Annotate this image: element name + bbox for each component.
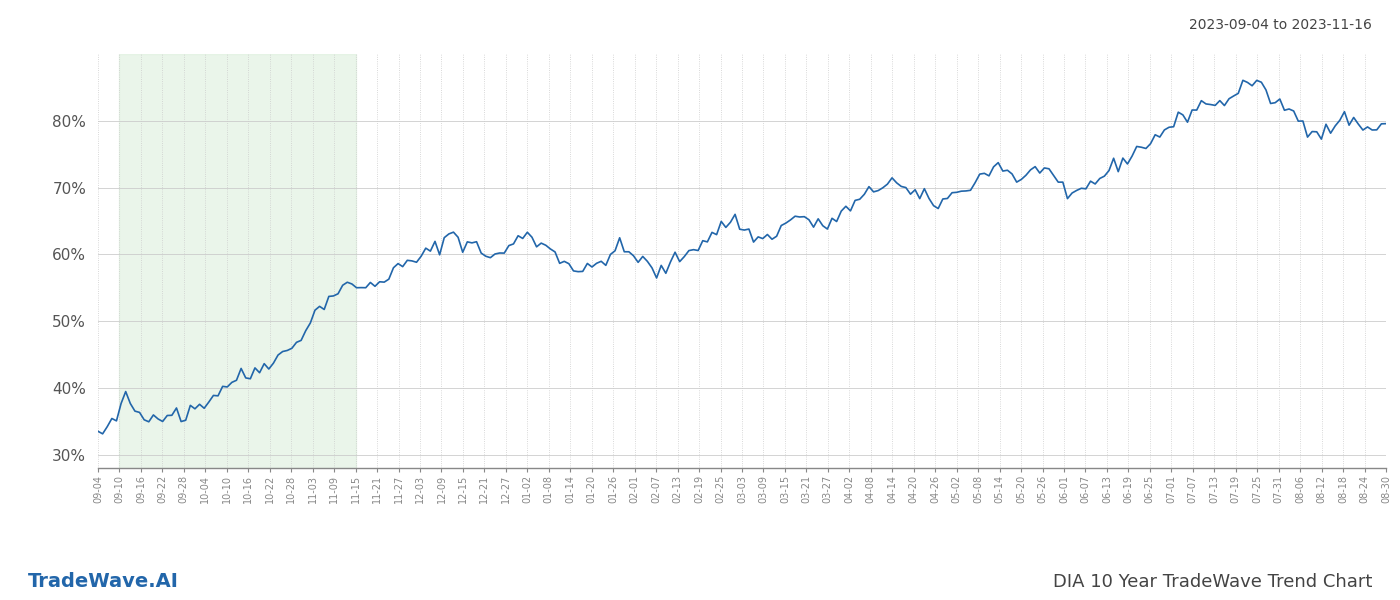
Text: TradeWave.AI: TradeWave.AI xyxy=(28,572,179,591)
Text: 2023-09-04 to 2023-11-16: 2023-09-04 to 2023-11-16 xyxy=(1189,18,1372,32)
Bar xyxy=(119,54,356,468)
Text: DIA 10 Year TradeWave Trend Chart: DIA 10 Year TradeWave Trend Chart xyxy=(1053,573,1372,591)
